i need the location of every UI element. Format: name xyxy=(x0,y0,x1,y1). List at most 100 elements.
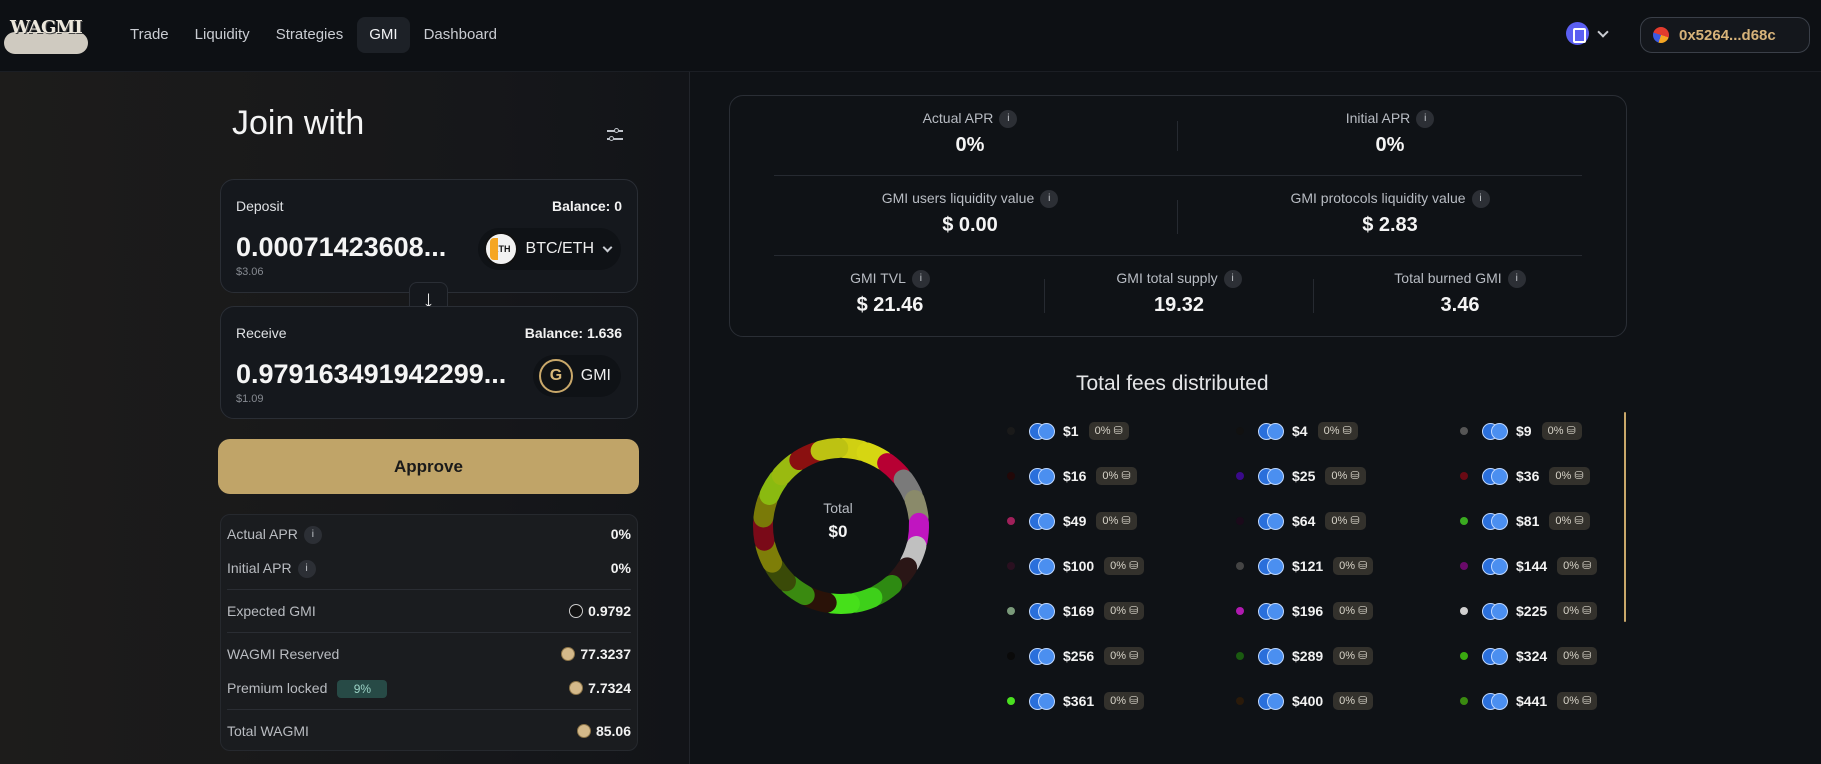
token-pair-icon xyxy=(1029,602,1055,620)
fee-item: $400 0% ⛁ xyxy=(1236,691,1374,711)
token-pair-icon xyxy=(1029,512,1055,530)
info-icon[interactable]: i xyxy=(1471,190,1490,209)
receive-balance: Balance: 1.636 xyxy=(524,325,622,341)
fee-percent-tag: 0% ⛁ xyxy=(1557,557,1598,575)
stats-divider xyxy=(1177,121,1178,151)
fee-value: $289 xyxy=(1292,648,1324,664)
wagmi-logo[interactable]: WAGMI xyxy=(4,14,88,56)
fee-item: $441 0% ⛁ xyxy=(1460,691,1598,711)
stat-label: GMI protocols liquidity value xyxy=(1290,190,1466,206)
receive-amount: 0.979163491942299... xyxy=(236,359,507,389)
fee-color-dot xyxy=(1007,652,1015,660)
token-pair-icon xyxy=(1482,692,1508,710)
stat-value: 3.46 xyxy=(1440,294,1480,317)
panel-divider xyxy=(689,72,690,764)
info-icon[interactable]: i xyxy=(1507,270,1526,289)
info-icon[interactable]: i xyxy=(1223,270,1242,289)
stat-gmi-supply: GMI total supply i 19.32 xyxy=(1054,270,1304,317)
deposit-token-name: BTC/ETH xyxy=(525,240,594,257)
join-summary: Actual APR i 0% Initial APR i 0% Expected … xyxy=(220,514,638,751)
donut-segment xyxy=(810,438,849,461)
stat-gmi-tvl: GMI TVL i $ 21.46 xyxy=(770,270,1010,317)
stat-label: GMI total supply xyxy=(1116,270,1218,286)
total-wagmi-value: 85.06 xyxy=(595,723,631,739)
deposit-label: Deposit xyxy=(236,198,284,214)
gmi-coin-icon xyxy=(569,604,584,618)
receive-token: GMI xyxy=(532,355,621,397)
fees-scrollbar[interactable] xyxy=(1624,412,1626,622)
nav-strategies[interactable]: Strategies xyxy=(275,26,344,43)
fee-value: $441 xyxy=(1516,693,1548,709)
fee-color-dot xyxy=(1236,652,1244,660)
fee-percent-tag: 0% ⛁ xyxy=(1317,422,1358,440)
fee-color-dot xyxy=(1460,562,1468,570)
fee-value: $400 xyxy=(1292,693,1324,709)
expected-gmi-label: Expected GMI xyxy=(227,603,316,619)
stats-divider xyxy=(774,175,1582,176)
fee-item: $49 0% ⛁ xyxy=(1007,511,1137,531)
fee-color-dot xyxy=(1460,652,1468,660)
nav-dashboard[interactable]: Dashboard xyxy=(423,26,497,43)
fee-color-dot xyxy=(1236,562,1244,570)
logo-cloud xyxy=(4,32,88,54)
settings-sliders-icon[interactable] xyxy=(605,126,625,144)
fee-color-dot xyxy=(1007,472,1015,480)
deposit-token-selector[interactable]: BTC/ETH xyxy=(477,228,621,270)
fee-item: $324 0% ⛁ xyxy=(1460,646,1598,666)
fee-item: $196 0% ⛁ xyxy=(1236,601,1374,621)
stat-value: $ 21.46 xyxy=(856,294,924,317)
fee-item: $9 0% ⛁ xyxy=(1460,421,1582,441)
fee-percent-tag: 0% ⛁ xyxy=(1088,422,1129,440)
summary-divider xyxy=(227,589,631,590)
stat-value: $ 0.00 xyxy=(942,214,998,237)
fee-percent-tag: 0% ⛁ xyxy=(1096,467,1137,485)
stats-divider xyxy=(1177,200,1178,234)
premium-locked-label: Premium locked xyxy=(227,680,328,696)
fee-percent-tag: 0% ⛁ xyxy=(1557,602,1598,620)
fee-percent-tag: 0% ⛁ xyxy=(1104,602,1145,620)
fee-percent-tag: 0% ⛁ xyxy=(1325,512,1366,530)
main-nav: Trade Liquidity Strategies GMI Dashboard xyxy=(118,17,509,53)
token-pair-icon xyxy=(1482,557,1508,575)
chevron-down-icon xyxy=(602,242,613,252)
top-navigation-bar: WAGMI Trade Liquidity Strategies GMI Das… xyxy=(0,0,1821,71)
fee-item: $64 0% ⛁ xyxy=(1236,511,1366,531)
summary-premium-locked: Premium locked 9% 7.7324 xyxy=(227,674,631,702)
fee-percent-tag: 0% ⛁ xyxy=(1104,692,1145,710)
info-icon[interactable]: i xyxy=(999,110,1018,129)
fee-item: $144 0% ⛁ xyxy=(1460,556,1598,576)
nav-gmi[interactable]: GMI xyxy=(357,17,410,53)
nav-trade[interactable]: Trade xyxy=(130,26,169,43)
fee-value: $100 xyxy=(1063,558,1095,574)
token-pair-icon xyxy=(1258,647,1284,665)
fee-color-dot xyxy=(1236,427,1244,435)
fee-item: $4 0% ⛁ xyxy=(1236,421,1358,441)
info-icon[interactable]: i xyxy=(297,560,316,579)
fee-value: $324 xyxy=(1516,648,1548,664)
join-title: Join with xyxy=(232,104,365,142)
info-icon[interactable]: i xyxy=(303,526,322,545)
fee-value: $144 xyxy=(1516,558,1548,574)
deposit-amount-input[interactable]: 0.00071423608... xyxy=(236,232,447,262)
fee-value: $361 xyxy=(1063,693,1095,709)
fee-color-dot xyxy=(1236,697,1244,705)
nav-liquidity[interactable]: Liquidity xyxy=(194,26,250,43)
summary-divider xyxy=(227,709,631,710)
network-selector[interactable] xyxy=(1566,22,1609,45)
info-icon[interactable]: i xyxy=(1416,110,1435,129)
fee-color-dot xyxy=(1460,697,1468,705)
info-icon[interactable]: i xyxy=(911,270,930,289)
stats-divider xyxy=(1044,279,1045,313)
fee-percent-tag: 0% ⛁ xyxy=(1104,647,1145,665)
wagmi-coin-icon xyxy=(576,724,591,738)
token-pair-icon xyxy=(1029,647,1055,665)
stat-label: GMI users liquidity value xyxy=(881,190,1035,206)
wallet-button[interactable]: 0x5264...d68c xyxy=(1640,17,1810,53)
stat-value: 19.32 xyxy=(1153,294,1205,317)
fee-percent-tag: 0% ⛁ xyxy=(1557,692,1598,710)
info-icon[interactable]: i xyxy=(1040,190,1059,209)
stat-value: 0% xyxy=(1375,134,1405,157)
approve-button[interactable]: Approve xyxy=(218,439,639,494)
deposit-usd-value: $3.06 xyxy=(236,266,264,278)
wallet-avatar xyxy=(1653,27,1669,43)
